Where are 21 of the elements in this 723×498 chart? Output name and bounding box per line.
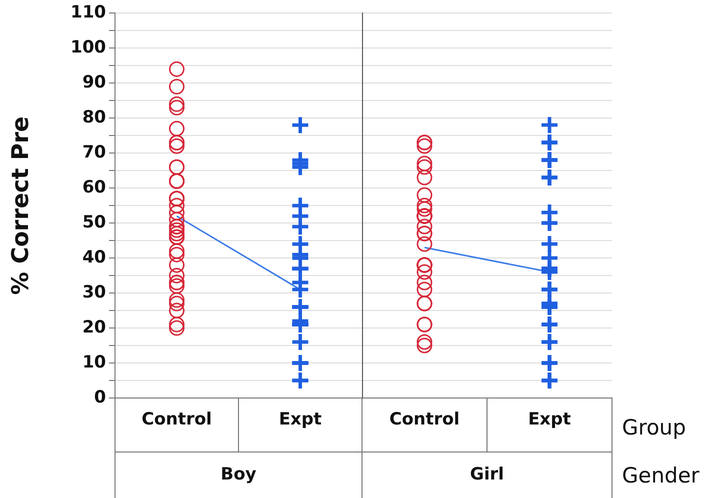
text: Group bbox=[622, 415, 686, 440]
y-tick-label: 110 bbox=[70, 2, 106, 23]
y-tick-label: 10 bbox=[82, 352, 106, 372]
text: Gender bbox=[622, 463, 700, 488]
y-tick-label: 80 bbox=[82, 108, 106, 128]
x-tick-label: Control bbox=[389, 410, 460, 430]
y-tick-label: 40 bbox=[82, 247, 106, 268]
y-tick-label: 100 bbox=[70, 38, 106, 58]
x-tick-label: Expt bbox=[528, 410, 571, 430]
x-tick-label: Expt bbox=[278, 410, 322, 430]
y-tick-label: 30 bbox=[82, 282, 106, 302]
y-tick-label: 0 bbox=[94, 387, 106, 408]
y-axis-title: % Correct Pre bbox=[8, 116, 34, 295]
y-tick-label: 50 bbox=[82, 212, 106, 233]
y-tick-label: 20 bbox=[82, 317, 106, 338]
x-tick-label: Control bbox=[142, 410, 212, 430]
x-axis-title: Girl bbox=[470, 464, 504, 484]
y-tick-label: 60 bbox=[82, 178, 106, 198]
y-tick-label: 70 bbox=[82, 142, 106, 163]
y-tick-label: 90 bbox=[82, 72, 106, 93]
x-axis-title: Boy bbox=[220, 464, 256, 484]
